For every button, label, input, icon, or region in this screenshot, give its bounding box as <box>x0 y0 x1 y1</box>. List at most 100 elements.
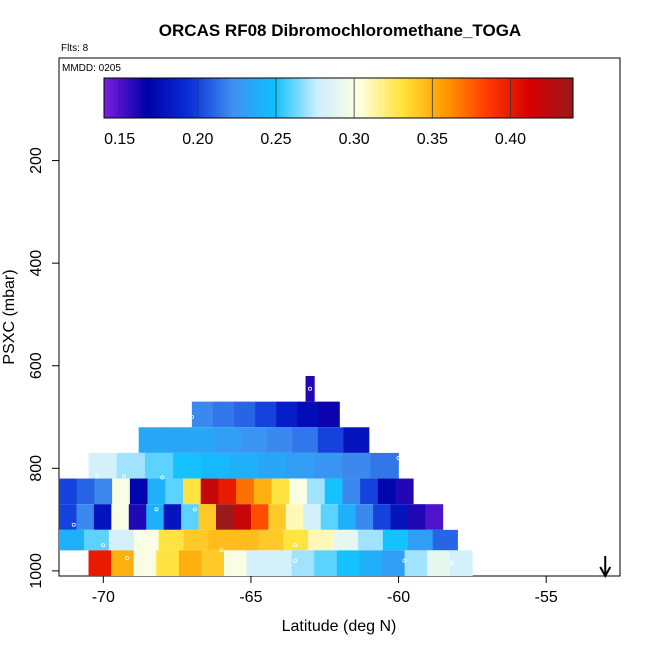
sample-point <box>80 453 85 458</box>
heatmap-cell <box>116 452 146 479</box>
heatmap-cell <box>257 452 287 479</box>
sample-point <box>95 473 100 478</box>
heatmap-cell <box>201 452 230 479</box>
chart-title: ORCAS RF08 Dibromochloromethane_TOGA <box>159 21 521 40</box>
heatmap-cell <box>324 478 343 505</box>
heatmap-cell <box>76 504 95 530</box>
colorbar-tick-label: 0.20 <box>182 131 213 148</box>
sample-point <box>80 556 85 561</box>
sample-point <box>160 475 165 480</box>
heatmap-cell <box>234 401 256 428</box>
heatmap-cell <box>212 401 235 428</box>
sample-points <box>71 386 454 566</box>
heatmap-cell <box>246 550 270 576</box>
heatmap-cell <box>111 504 130 530</box>
heatmap-cell <box>276 401 298 428</box>
heatmap-cell <box>88 452 118 479</box>
sample-point <box>293 543 298 548</box>
down-arrow-icon <box>599 556 612 579</box>
heatmap-cell <box>308 529 334 551</box>
heatmap-cell <box>133 529 159 551</box>
heatmap-cell <box>390 504 409 530</box>
heatmap-cell <box>317 427 344 453</box>
sample-point <box>121 473 126 478</box>
heatmap-cell <box>271 478 290 505</box>
heatmap-cell <box>88 550 112 576</box>
heatmap-cell <box>241 427 267 453</box>
heatmap-cell <box>449 550 473 576</box>
heatmap-cell <box>289 478 308 505</box>
heatmap-cell <box>128 504 147 530</box>
y-axis-label: PSXC (mbar) <box>1 269 18 364</box>
heatmap-cell <box>216 504 234 530</box>
heatmap-cell <box>224 550 247 576</box>
heatmap-cell <box>76 478 95 505</box>
heatmap-cell <box>59 529 85 551</box>
heatmap-cell <box>407 529 433 551</box>
heatmap-cell <box>198 504 217 530</box>
heatmap-cell <box>382 529 409 551</box>
heatmap-cell <box>164 427 191 453</box>
heatmap-cell <box>318 401 340 428</box>
heatmap-cell <box>314 452 343 479</box>
sample-point <box>116 507 121 512</box>
heatmap-cell <box>357 529 384 551</box>
heatmap-cell <box>94 478 113 505</box>
heatmap-cell <box>395 478 414 505</box>
y-axis: 200 400 600 800 1000 <box>28 147 59 589</box>
sample-point <box>402 558 407 563</box>
heatmap-cell <box>320 504 339 530</box>
heatmap-cell <box>147 478 166 505</box>
sample-point <box>136 535 141 540</box>
heatmap-cell <box>200 478 219 505</box>
heatmap-cell <box>191 401 214 428</box>
heatmap-cell <box>93 504 112 530</box>
heatmap-cell <box>229 452 258 479</box>
sample-point <box>154 507 159 512</box>
heatmap-cell <box>59 478 78 505</box>
heatmap-cell <box>285 504 304 530</box>
heatmap-cell <box>165 478 184 505</box>
heatmap-cell <box>305 375 315 402</box>
flights-label: Flts: 8 <box>61 43 89 54</box>
sample-point <box>449 561 454 566</box>
heatmap-cell <box>108 529 135 551</box>
heatmap-cell <box>258 529 284 551</box>
heatmap-cell <box>112 478 131 505</box>
heatmap-cell <box>266 427 293 453</box>
heatmap-cell <box>377 478 396 505</box>
x-tick-label: -60 <box>387 589 410 606</box>
heatmap-cell <box>336 550 360 576</box>
heatmap-cell <box>173 452 202 479</box>
sample-point <box>396 456 401 461</box>
sample-point <box>307 386 312 391</box>
heatmap-cell <box>189 427 216 453</box>
y-tick-label: 400 <box>28 250 45 277</box>
heatmap-cell <box>183 529 209 551</box>
colorbar-tick-label: 0.25 <box>260 131 291 148</box>
heatmap-cell <box>253 478 272 505</box>
sample-point <box>101 543 106 548</box>
heatmap-cell <box>156 550 180 576</box>
heatmap-cell <box>163 504 182 530</box>
sample-point <box>189 415 194 420</box>
heatmap-cell <box>111 550 134 576</box>
heatmap-cell <box>291 550 315 576</box>
sample-point <box>293 558 298 563</box>
heatmap-cell <box>342 452 371 479</box>
heatmap-cell <box>307 478 326 505</box>
y-tick-label: 1000 <box>28 553 45 589</box>
heatmap-cell <box>250 504 269 530</box>
heatmap-cell <box>432 529 458 551</box>
heatmap-cell <box>314 550 338 576</box>
heatmap-cell <box>370 452 399 479</box>
heatmap-cell <box>183 478 202 505</box>
heatmap-cell <box>144 452 174 479</box>
heatmap-cell <box>342 478 361 505</box>
x-tick-label: -70 <box>92 589 115 606</box>
colorbar-gradient <box>103 77 574 119</box>
heatmap-cell <box>236 478 255 505</box>
heatmap-cell <box>407 504 426 530</box>
heatmap-cell <box>201 550 225 576</box>
